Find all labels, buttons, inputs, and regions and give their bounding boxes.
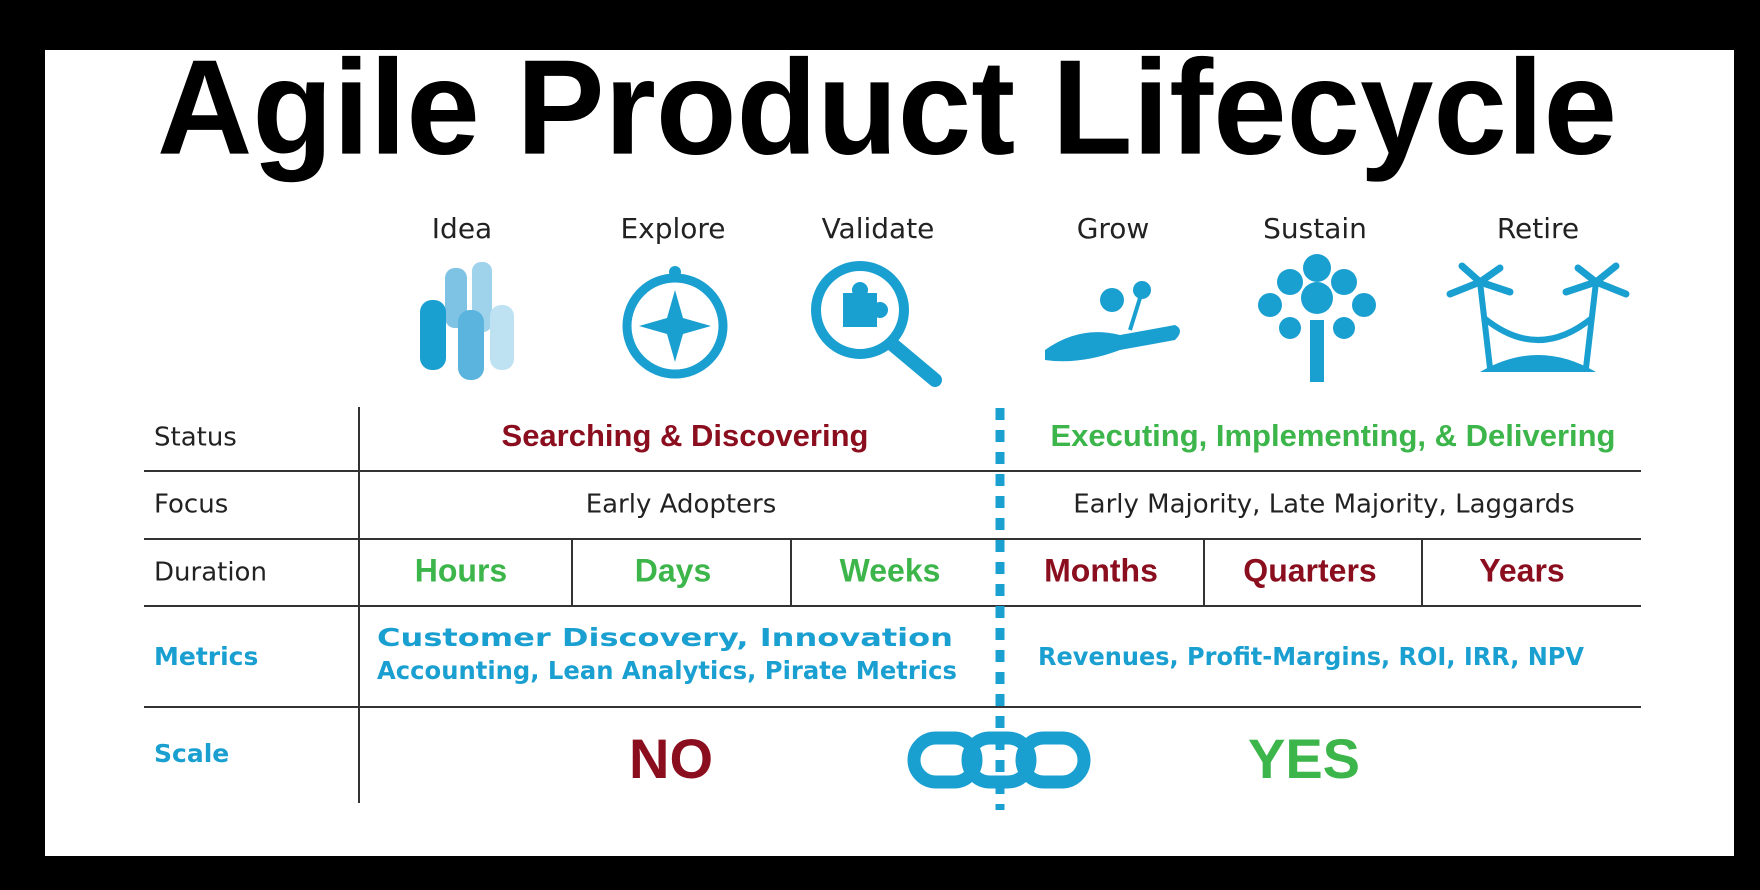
stage-label: Sustain: [1263, 212, 1367, 245]
status-right: Executing, Implementing, & Delivering: [1051, 418, 1616, 453]
scale-right: YES: [1248, 727, 1360, 790]
duration: Hours: [415, 552, 507, 588]
status-left: Searching & Discovering: [502, 418, 869, 453]
row-label: Metrics: [154, 642, 258, 671]
icon-grow: [1045, 281, 1180, 362]
scale-left: NO: [629, 727, 713, 790]
row-label: Duration: [154, 558, 267, 588]
row-label: Focus: [154, 490, 228, 520]
metrics-left: Accounting, Lean Analytics, Pirate Metri…: [377, 656, 957, 685]
panel: [45, 50, 1734, 856]
stage-label: Explore: [620, 212, 725, 245]
duration: Quarters: [1243, 552, 1376, 588]
metrics-right: Revenues, Profit-Margins, ROI, IRR, NPV: [1038, 642, 1585, 671]
icon-hands: [420, 262, 514, 380]
row-label: Scale: [154, 739, 229, 768]
stage-label: Grow: [1077, 212, 1150, 245]
row-label: Status: [154, 423, 237, 453]
icon-island: [1446, 262, 1630, 372]
icon-chain: [907, 731, 1091, 789]
duration: Years: [1479, 552, 1564, 588]
icon-magnifier: [811, 261, 942, 387]
title: Agile Product Lifecycle: [157, 32, 1617, 183]
metrics-left: Customer Discovery, Innovation: [377, 623, 953, 652]
duration: Days: [635, 552, 712, 588]
icon-tree: [1258, 254, 1376, 382]
focus-right: Early Majority, Late Majority, Laggards: [1073, 490, 1574, 520]
stage-label: Retire: [1497, 212, 1579, 245]
stage-label: Idea: [432, 212, 492, 245]
focus-left: Early Adopters: [586, 490, 777, 520]
icon-compass: [622, 266, 728, 379]
stage-label: Validate: [822, 212, 935, 245]
duration: Months: [1044, 552, 1158, 588]
duration: Weeks: [840, 552, 941, 588]
